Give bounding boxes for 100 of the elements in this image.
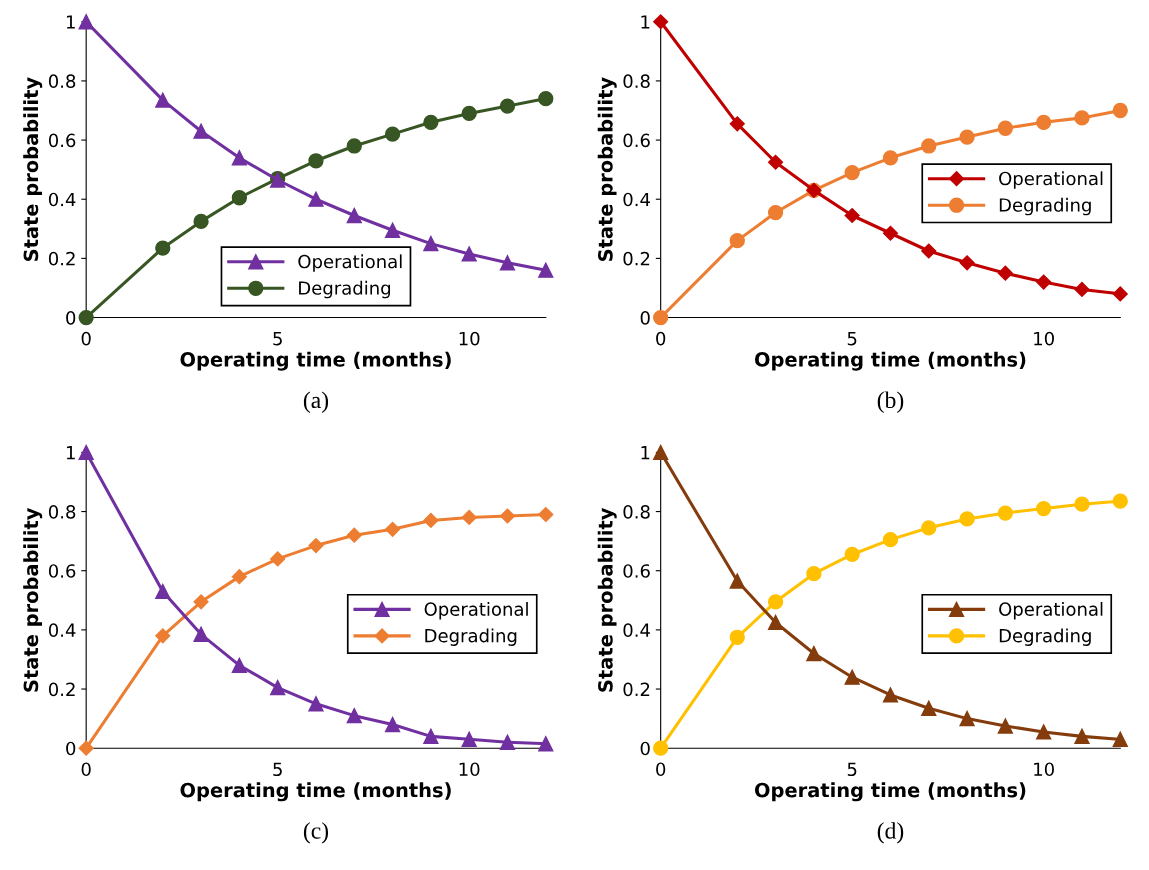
y-tick-label: 0.2	[48, 682, 75, 697]
point	[882, 225, 899, 241]
point	[346, 138, 362, 154]
y-tick-label: 0.8	[48, 74, 76, 89]
y-tick-label: 0.6	[48, 133, 76, 148]
point	[155, 628, 171, 644]
x-axis-title: Operating time (months)	[754, 782, 1026, 802]
legend-label: Operational	[298, 254, 402, 272]
y-axis-title: State probability	[597, 507, 617, 692]
y-tick-label: 1	[641, 15, 650, 29]
x-axis-title: Operating time (months)	[754, 351, 1026, 371]
point	[1036, 114, 1052, 130]
y-tick-label: 0.8	[48, 505, 76, 519]
y-tick-label: 0.6	[623, 564, 650, 578]
point	[921, 520, 937, 536]
point	[308, 696, 324, 712]
legend-label: Degrading	[999, 628, 1091, 646]
point	[499, 734, 516, 750]
point	[844, 207, 860, 224]
point	[729, 629, 745, 645]
point	[308, 153, 324, 169]
point	[78, 309, 94, 326]
point	[499, 255, 516, 271]
point	[844, 164, 860, 181]
point	[767, 204, 784, 221]
point	[231, 569, 247, 585]
point	[729, 573, 745, 589]
y-tick-label: 0.4	[623, 623, 650, 637]
point	[270, 551, 286, 567]
x-axis-title: Operating time (months)	[180, 782, 451, 802]
y-tick-label: 0.4	[48, 623, 76, 637]
y-tick-label: 0.2	[48, 251, 75, 266]
y-tick-label: 0.8	[623, 505, 650, 519]
point	[1074, 110, 1090, 126]
y-tick-label: 1	[641, 446, 650, 460]
point	[78, 740, 94, 756]
point	[844, 546, 860, 563]
x-tick-label: 0	[656, 331, 666, 346]
legend-label: Operational	[999, 171, 1103, 189]
point	[384, 716, 401, 733]
point	[538, 91, 554, 107]
point	[461, 509, 477, 526]
y-tick-label: 0.6	[48, 564, 76, 578]
point	[346, 708, 362, 724]
point	[997, 718, 1014, 734]
point	[346, 527, 362, 543]
point	[1074, 728, 1090, 745]
point	[155, 92, 171, 108]
point	[1112, 102, 1128, 119]
point	[767, 594, 784, 610]
point	[384, 126, 401, 142]
y-tick-label: 0.6	[623, 133, 650, 148]
x-tick-label: 5	[847, 331, 857, 346]
y-tick-label: 1	[66, 15, 75, 29]
point	[1112, 286, 1128, 302]
point	[499, 508, 516, 524]
y-tick-label: 0.2	[623, 682, 650, 697]
text: (b)	[877, 391, 904, 413]
point	[231, 190, 248, 206]
legend-label: Operational	[424, 601, 528, 620]
legend-label: Degrading	[299, 280, 391, 299]
point	[768, 154, 784, 170]
y-tick-label: 0	[66, 311, 76, 325]
point	[193, 213, 209, 230]
y-tick-label: 0.8	[623, 74, 650, 89]
point	[997, 120, 1014, 136]
point	[653, 444, 669, 461]
point	[959, 255, 975, 271]
point	[78, 444, 94, 461]
point	[538, 262, 554, 278]
point	[423, 728, 439, 745]
point	[308, 191, 324, 207]
y-tick-label: 0	[640, 311, 650, 325]
point	[231, 150, 248, 166]
point	[461, 731, 477, 747]
x-tick-label: 0	[81, 762, 91, 777]
y-tick-label: 0.2	[623, 251, 650, 266]
point	[461, 105, 477, 122]
point	[729, 233, 745, 249]
point	[844, 669, 860, 685]
legend-label: Degrading	[425, 628, 517, 646]
point	[1112, 493, 1128, 509]
legend-label: Operational	[999, 601, 1103, 620]
point	[653, 740, 669, 756]
point	[959, 511, 975, 527]
point	[806, 566, 822, 582]
point	[384, 222, 401, 238]
point	[653, 309, 669, 326]
point	[997, 505, 1014, 521]
point	[78, 14, 94, 30]
point	[231, 657, 248, 674]
point	[155, 583, 171, 600]
x-tick-label: 0	[81, 331, 91, 346]
point	[729, 116, 745, 132]
x-axis-title: Operating time (months)	[180, 351, 451, 371]
point	[423, 114, 439, 130]
x-tick-label: 5	[273, 331, 282, 346]
point	[499, 98, 516, 114]
point	[461, 246, 477, 262]
y-tick-label: 0.4	[623, 192, 650, 207]
